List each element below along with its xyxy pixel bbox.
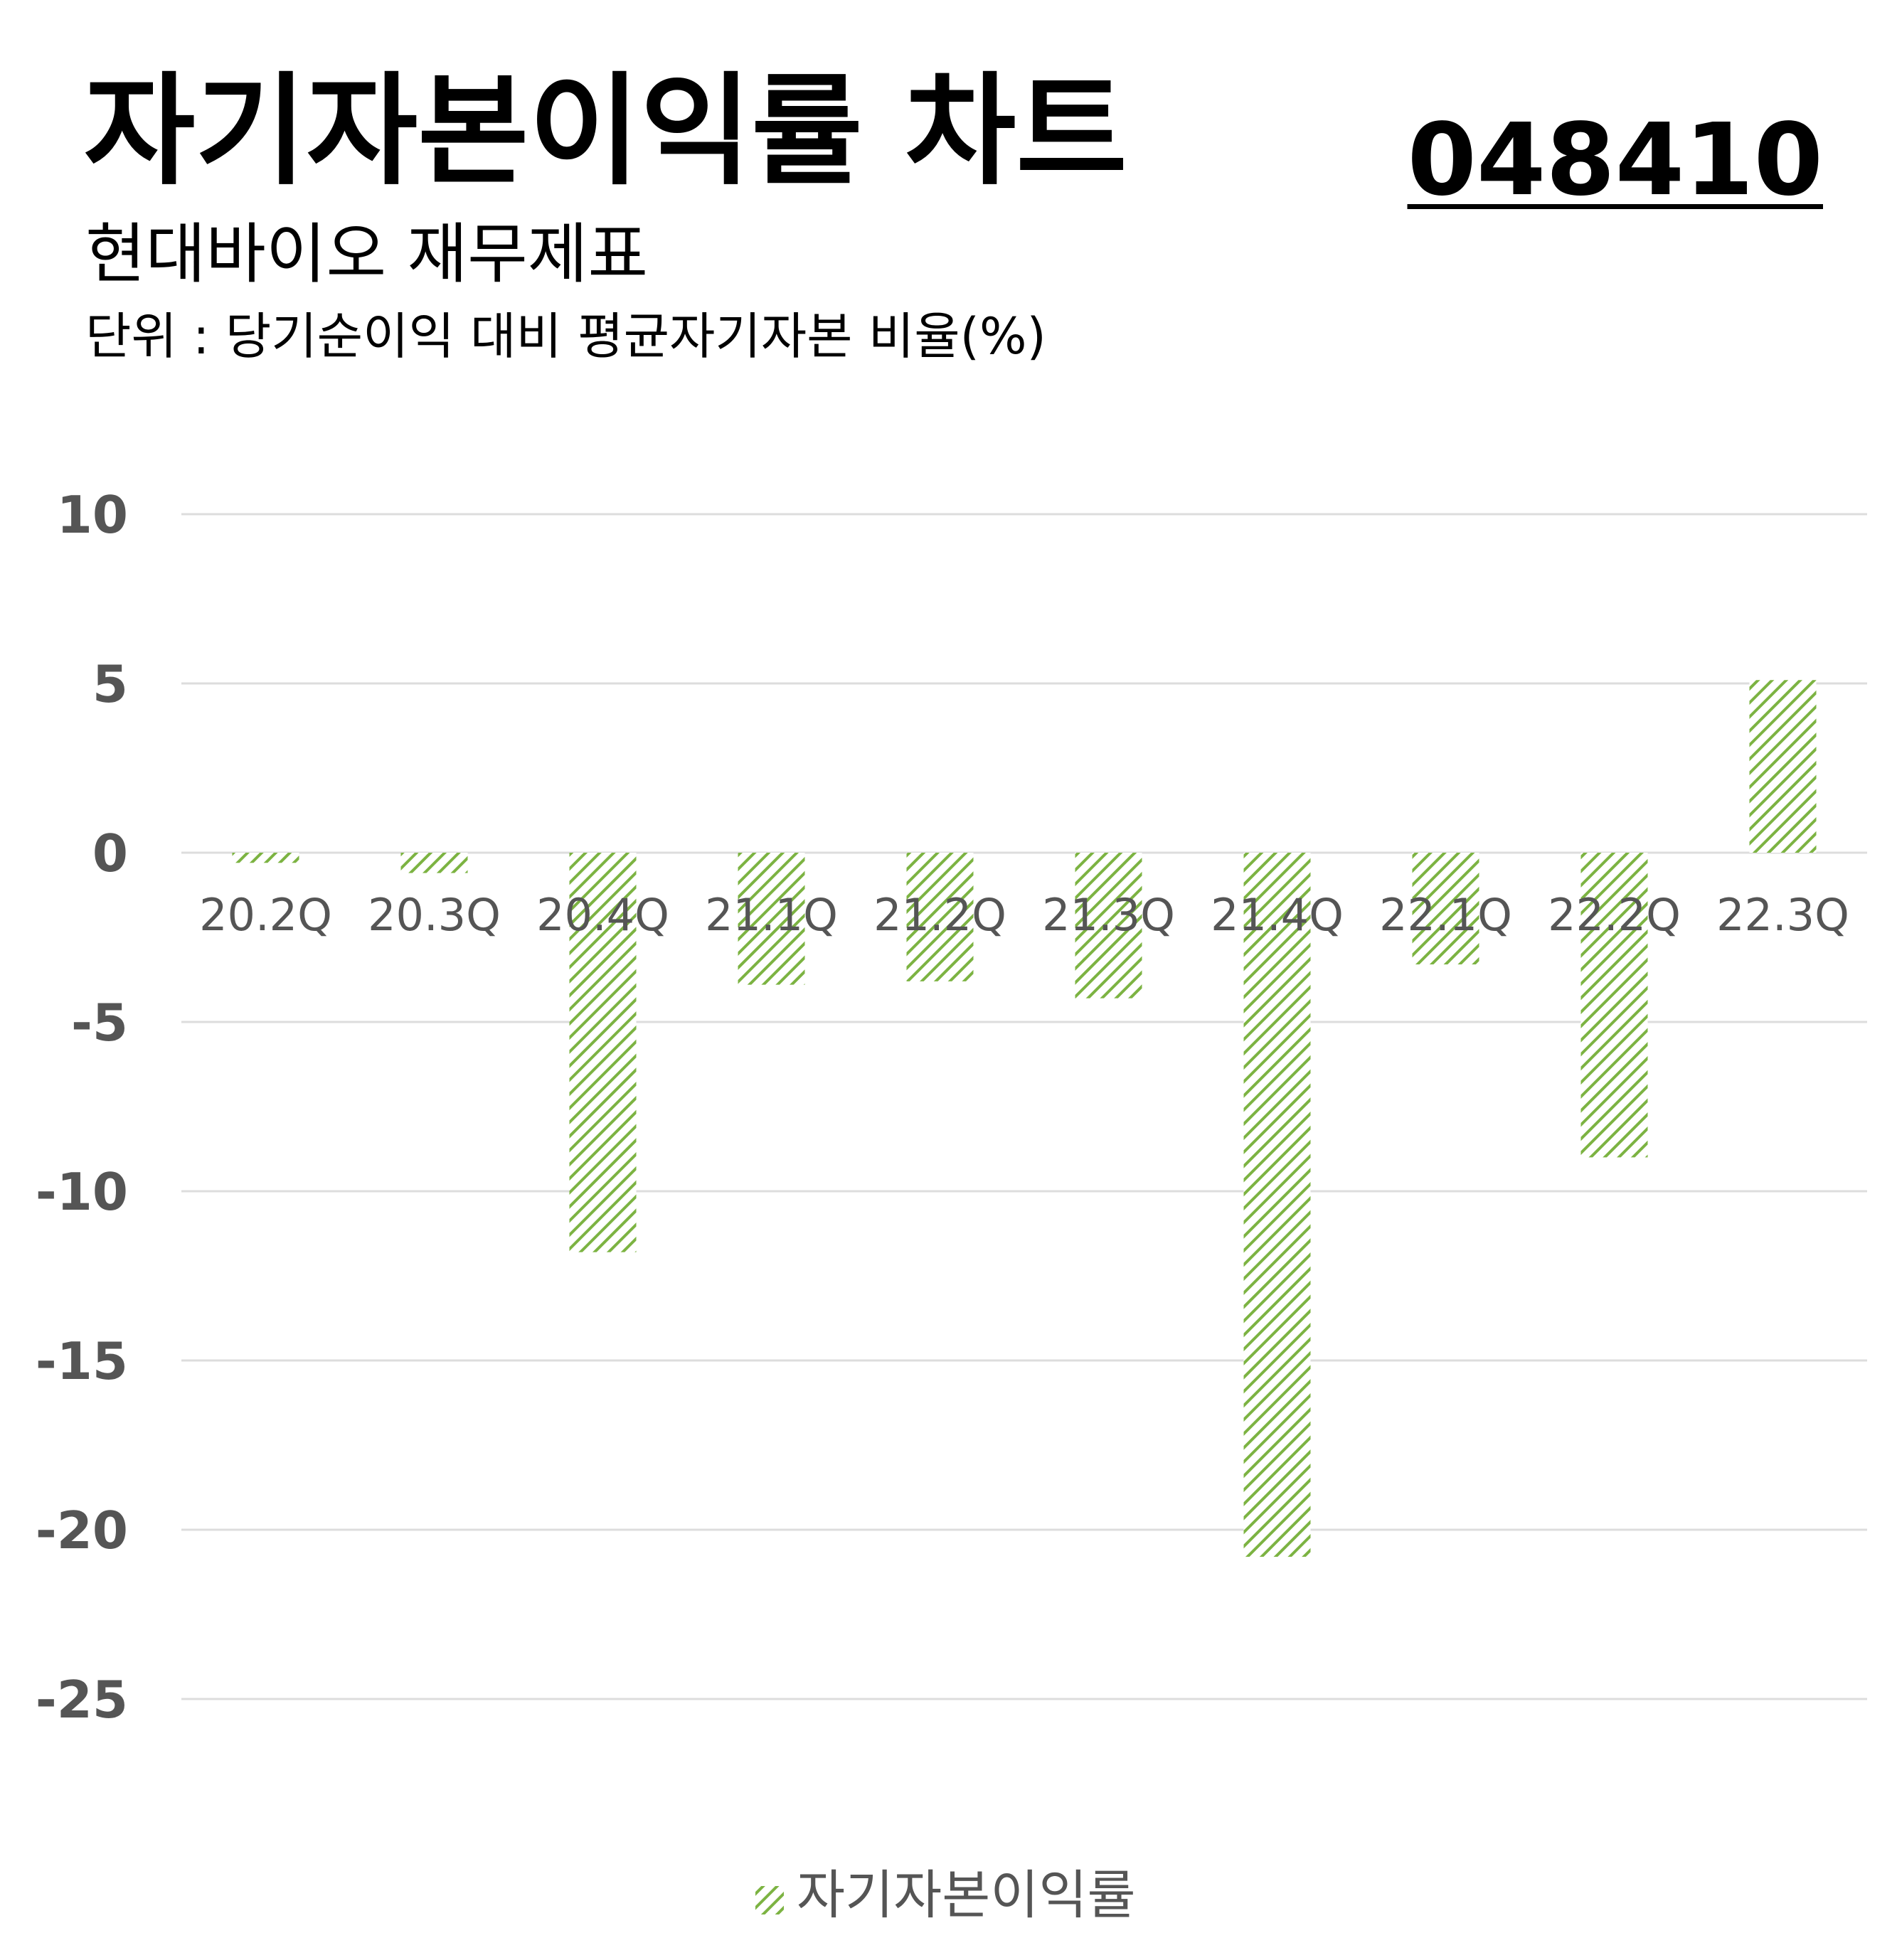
bar-20.3Q [400,853,468,873]
y-tick-label: -10 [36,1162,128,1222]
x-tick-label: 20.3Q [368,889,501,941]
x-tick-label: 22.3Q [1716,889,1849,941]
bar-22.1Q [1412,853,1479,965]
bar-layer [232,680,1817,1557]
legend-swatch [755,1886,784,1914]
y-axis-labels: 10 5 0 -5 -10 -15 -20 -25 [36,485,128,1730]
y-tick-label: -15 [36,1331,128,1391]
bar-22.3Q [1749,680,1817,853]
y-tick-label: -25 [36,1670,128,1730]
bar-21.1Q [738,853,805,985]
x-tick-label: 20.2Q [199,889,332,941]
bar-22.2Q [1580,853,1648,1158]
bar-20.4Q [569,853,637,1252]
x-tick-label: 21.1Q [705,889,838,941]
y-tick-label: 10 [57,485,128,545]
chart-subtitle: 현대바이오 재무제표 [85,216,649,292]
bar-20.2Q [232,853,299,863]
bar-21.3Q [1075,853,1142,998]
x-tick-label: 22.2Q [1548,889,1681,941]
x-tick-label: 20.4Q [536,889,669,941]
x-axis-labels: 20.2Q 20.3Q 20.4Q 21.1Q 21.2Q 21.3Q 21.4Q 22.1Q… [199,889,1849,941]
chart-title: 자기자본이익률 차트 [84,61,1127,202]
x-tick-label: 21.2Q [873,889,1006,941]
bar-21.4Q [1243,853,1311,1557]
x-tick-label: 22.1Q [1379,889,1512,941]
stock-code: 048410 [1407,102,1823,218]
y-tick-label: 5 [92,654,128,714]
unit-label: 단위 : 당기순이익 대비 평균자기자본 비율(%) [85,307,1046,366]
y-tick-label: -5 [71,993,128,1053]
legend: 자기자본이익률 [755,1865,1136,1926]
legend-label: 자기자본이익률 [797,1865,1136,1926]
x-tick-label: 21.3Q [1042,889,1175,941]
x-tick-label: 21.4Q [1211,889,1344,941]
y-tick-label: 0 [92,824,128,883]
y-tick-label: -20 [36,1501,128,1560]
bar-21.2Q [906,853,974,981]
